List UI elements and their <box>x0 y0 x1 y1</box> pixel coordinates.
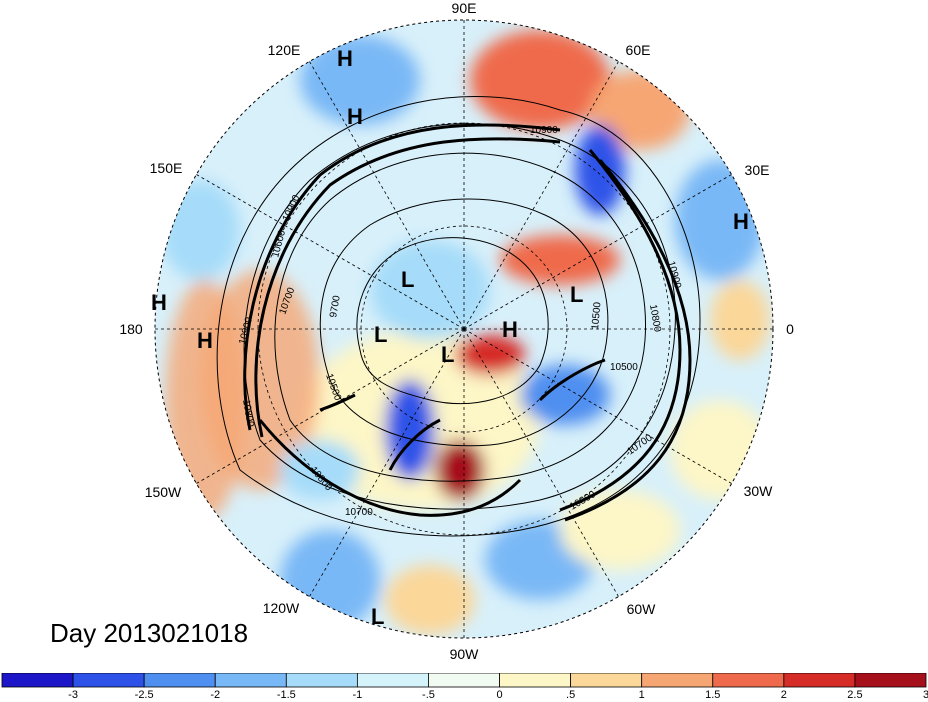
low-pressure-center: L <box>441 342 454 367</box>
longitude-label: 60W <box>627 601 657 617</box>
colorbar-swatch <box>783 673 856 688</box>
height-contours <box>216 96 701 537</box>
colorbar-tick-label: -2 <box>210 689 221 701</box>
contour-label: 10500 <box>610 362 638 373</box>
longitude-label: 30W <box>744 483 774 499</box>
longitude-label: 150W <box>145 484 182 500</box>
contour-label: 10900 <box>530 125 558 136</box>
low-pressure-center: L <box>371 604 384 629</box>
map-boundary <box>154 19 774 639</box>
low-pressure-center: L <box>401 267 414 292</box>
longitude-label: 120E <box>268 42 301 58</box>
high-pressure-center: H <box>502 317 518 342</box>
colorbar-swatch <box>143 673 216 688</box>
longitude-label: 90W <box>450 646 480 662</box>
contour-label: 10700 <box>345 507 373 518</box>
longitude-label: 90E <box>452 0 477 16</box>
colorbar-swatch <box>1 673 74 688</box>
longitude-label: 60E <box>626 42 651 58</box>
low-pressure-center: L <box>570 282 583 307</box>
colorbar-swatch <box>72 673 145 688</box>
colorbar-tick-label: .5 <box>566 689 576 701</box>
polar-map: 10900 10900 10900 10800 10800 10800 1070… <box>119 0 794 662</box>
longitude-label: 120W <box>263 600 300 616</box>
colorbar-tick-label: 2.5 <box>847 689 863 701</box>
colorbar-swatch <box>285 673 358 688</box>
colorbar-tick-label: 1 <box>638 689 645 701</box>
contour-label: 9700 <box>328 294 343 318</box>
high-pressure-center: H <box>347 104 363 129</box>
colorbar-swatch <box>570 673 643 688</box>
contour-label: 10800 <box>240 399 256 429</box>
longitude-label: 180 <box>119 321 143 337</box>
colorbar-swatch <box>356 673 429 688</box>
colorbar-swatch <box>641 673 714 688</box>
longitude-label: 0 <box>786 321 794 337</box>
colorbar-swatch <box>214 673 287 688</box>
high-pressure-center: H <box>151 290 167 315</box>
colorbar-swatch <box>499 673 572 688</box>
longitude-label: 30E <box>745 162 770 178</box>
contour-label: 10800 <box>647 304 663 334</box>
colorbar-tick-label: -.5 <box>422 689 435 701</box>
colorbar-tick-label: 1.5 <box>705 689 721 701</box>
colorbar-tick-label: -1.5 <box>276 689 296 701</box>
colorbar-swatch <box>712 673 785 688</box>
contour-label: 10500 <box>590 301 603 330</box>
longitude-labels: 90E 60E 30E 0 30W 60W 90W 120W 150W 180 … <box>119 0 794 662</box>
colorbar-tick-label: 3 <box>922 689 928 701</box>
pressure-centers: H H H H H H L L L L L <box>151 46 749 629</box>
map-title: Day 2013021018 <box>50 618 249 648</box>
low-pressure-center: L <box>374 322 387 347</box>
colorbar-tick-label: 0 <box>496 689 503 701</box>
high-pressure-center: H <box>197 328 213 353</box>
colorbar <box>1 673 927 688</box>
colorbar-tick-label: -1 <box>352 689 363 701</box>
longitude-label: 150E <box>150 160 183 176</box>
high-pressure-center: H <box>337 46 353 71</box>
colorbar-tick-label: -2.5 <box>134 689 154 701</box>
colorbar-tick-label: -3 <box>68 689 78 701</box>
colorbar-swatch <box>428 673 500 688</box>
high-pressure-center: H <box>733 209 749 234</box>
colorbar-swatch <box>854 673 927 688</box>
colorbar-tick-label: 2 <box>780 689 787 701</box>
